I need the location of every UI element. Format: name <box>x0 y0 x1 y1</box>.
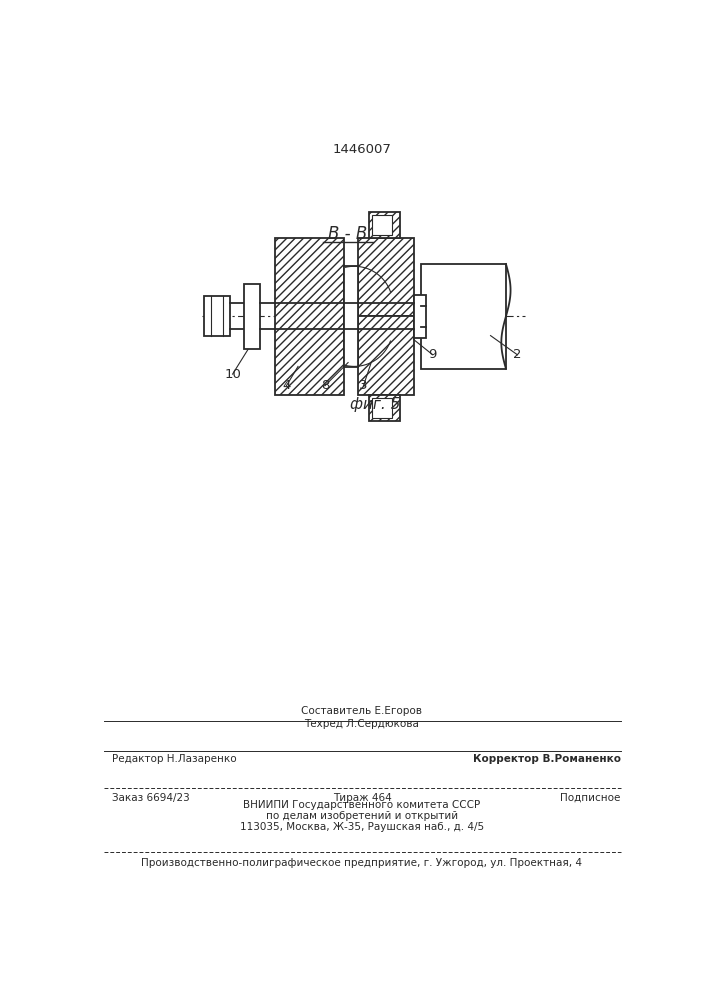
Text: Подписное: Подписное <box>561 793 621 803</box>
Bar <box>369 212 399 238</box>
Bar <box>358 238 414 316</box>
Bar <box>358 316 414 395</box>
Text: Техред Л.Сердюкова: Техред Л.Сердюкова <box>305 719 419 729</box>
Text: B - B: B - B <box>329 225 368 243</box>
Text: фиг. 5: фиг. 5 <box>350 397 400 412</box>
Text: 2: 2 <box>513 348 522 361</box>
Text: ВНИИПИ Государственного комитета СССР: ВНИИПИ Государственного комитета СССР <box>243 800 481 810</box>
Text: Заказ 6694/23: Заказ 6694/23 <box>112 793 189 803</box>
Text: Производственно-полиграфическое предприятие, г. Ужгород, ул. Проектная, 4: Производственно-полиграфическое предприя… <box>141 858 583 868</box>
Text: Редактор Н.Лазаренко: Редактор Н.Лазаренко <box>112 754 236 764</box>
Text: Составитель Е.Егоров: Составитель Е.Егоров <box>301 706 423 716</box>
Text: Корректор В.Романенко: Корректор В.Романенко <box>473 754 621 764</box>
Text: Тираж 464: Тираж 464 <box>332 793 392 803</box>
Bar <box>414 295 426 338</box>
Bar <box>204 296 230 336</box>
Bar <box>372 215 392 235</box>
Text: 113035, Москва, Ж-35, Раушская наб., д. 4/5: 113035, Москва, Ж-35, Раушская наб., д. … <box>240 822 484 832</box>
Text: 10: 10 <box>224 368 241 381</box>
Bar <box>244 284 259 349</box>
Bar <box>369 395 399 421</box>
Bar <box>344 266 358 367</box>
Text: 3: 3 <box>359 379 368 392</box>
Bar <box>421 264 506 369</box>
Text: 9: 9 <box>428 348 437 361</box>
Text: 1446007: 1446007 <box>332 143 392 156</box>
Text: 4: 4 <box>282 379 291 392</box>
Bar <box>372 398 392 418</box>
Bar <box>275 238 344 395</box>
Text: 8: 8 <box>321 379 329 392</box>
Text: по делам изобретений и открытий: по делам изобретений и открытий <box>266 811 458 821</box>
